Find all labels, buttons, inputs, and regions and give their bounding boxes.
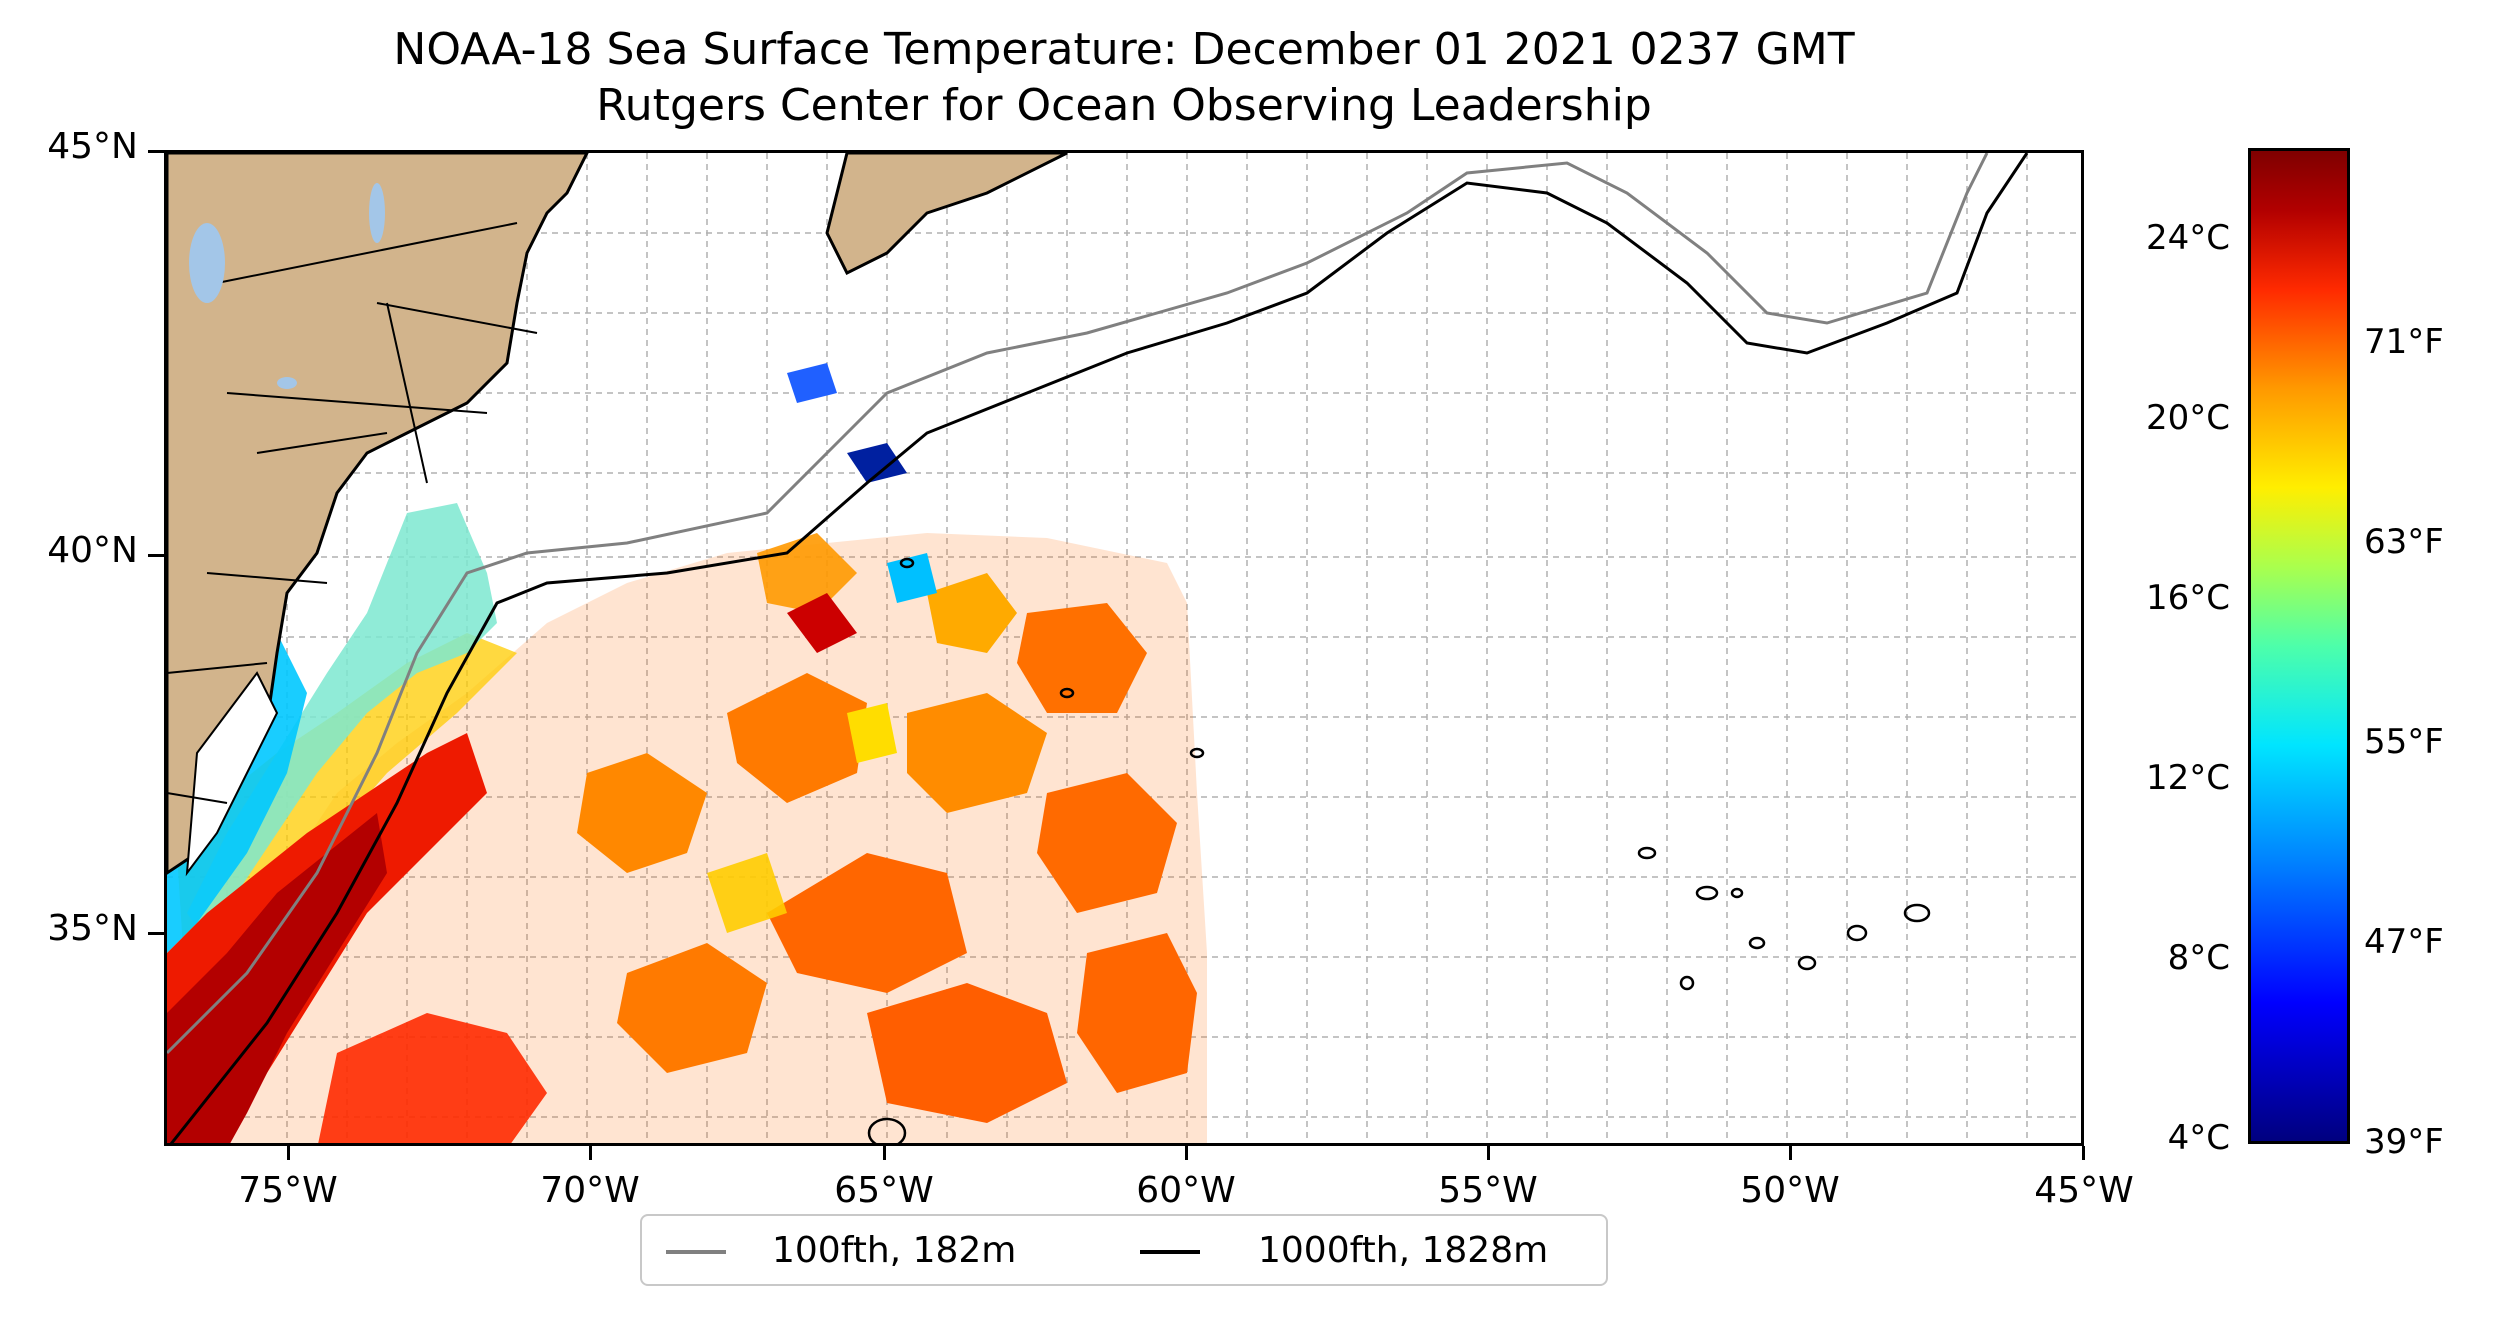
lon-label-45w: 45°W (2034, 1170, 2134, 1211)
legend-swatch-100fth (666, 1250, 726, 1254)
sst-map (164, 150, 2084, 1146)
lon-tick (589, 1146, 592, 1160)
lon-tick (883, 1146, 886, 1160)
map-subtitle: Rutgers Center for Ocean Observing Leade… (596, 80, 1652, 131)
land (167, 153, 1068, 877)
map-title: NOAA-18 Sea Surface Temperature: Decembe… (393, 24, 1855, 75)
lon-label-50w: 50°W (1740, 1170, 1840, 1211)
colorbar-fahrenheit-label: 63°F (2364, 522, 2444, 562)
contour-1000fth (169, 153, 2029, 1143)
lat-tick (148, 150, 164, 153)
colorbar-fahrenheit-label: 71°F (2364, 322, 2444, 362)
lon-tick (1185, 1146, 1188, 1160)
legend-label-100fth: 100fth, 182m (772, 1230, 1017, 1271)
colorbar-fahrenheit-label: 47°F (2364, 922, 2444, 962)
lat-label-35n: 35°N (47, 908, 138, 949)
lon-label-75w: 75°W (238, 1170, 338, 1211)
lat-tick (148, 554, 164, 557)
lon-label-60w: 60°W (1136, 1170, 1236, 1211)
lon-tick (2082, 1146, 2085, 1160)
lat-tick (148, 932, 164, 935)
lat-label-40n: 40°N (47, 530, 138, 571)
contour-legend: 100fth, 182m 1000fth, 1828m (640, 1214, 1608, 1286)
lon-tick (1789, 1146, 1792, 1160)
lakes (189, 183, 385, 389)
colorbar-celsius-label: 8°C (2167, 938, 2230, 978)
legend-swatch-1000fth (1140, 1250, 1200, 1254)
state-borders (167, 222, 538, 804)
legend-label-1000fth: 1000fth, 1828m (1258, 1230, 1549, 1271)
colorbar-celsius-label: 12°C (2145, 758, 2230, 798)
lon-tick (287, 1146, 290, 1160)
colorbar-celsius-label: 20°C (2145, 398, 2230, 438)
temperature-colorbar (2248, 148, 2350, 1144)
seamounts (867, 557, 1931, 1143)
colorbar-celsius-label: 16°C (2145, 578, 2230, 618)
colorbar-celsius-label: 4°C (2167, 1118, 2230, 1158)
contour-100fth (167, 153, 1989, 1055)
lon-tick (1487, 1146, 1490, 1160)
colorbar-fahrenheit-label: 39°F (2364, 1122, 2444, 1162)
colorbar-fahrenheit-label: 55°F (2364, 722, 2444, 762)
lon-label-70w: 70°W (540, 1170, 640, 1211)
lat-label-45n: 45°N (47, 126, 138, 167)
colorbar-celsius-label: 24°C (2145, 218, 2230, 258)
lon-label-65w: 65°W (834, 1170, 934, 1211)
lon-label-55w: 55°W (1438, 1170, 1538, 1211)
